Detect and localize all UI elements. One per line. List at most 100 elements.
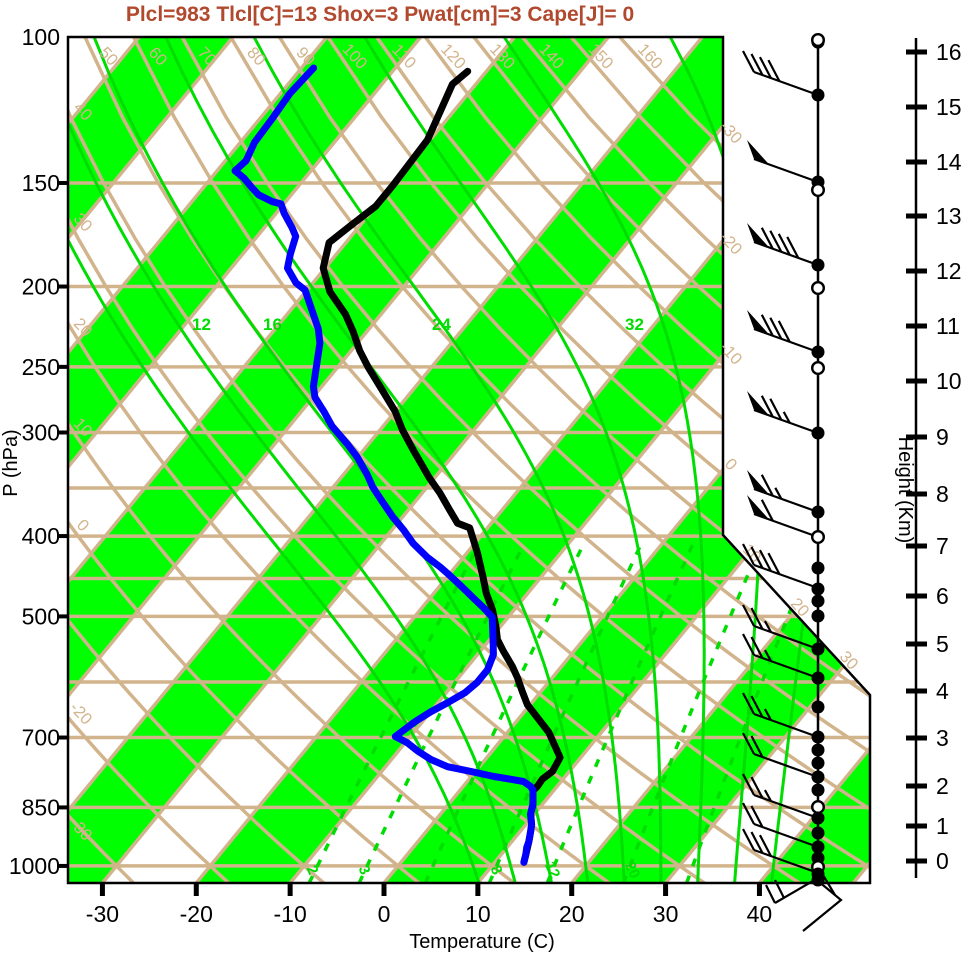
wind-station-dot xyxy=(811,743,825,757)
wind-station-dot xyxy=(811,594,825,608)
wind-barb-feather xyxy=(758,56,772,79)
green-isotherm-band xyxy=(571,37,870,883)
wind-station-dot xyxy=(811,88,825,102)
height-tick-label: 14 xyxy=(936,149,961,175)
pressure-tick-label: 300 xyxy=(22,420,60,446)
pressure-axis-label: P (hPa) xyxy=(0,429,22,496)
wind-barb-feather xyxy=(760,395,774,418)
pressure-tick-label: 400 xyxy=(22,523,60,549)
mixing-ratio-label: 12 xyxy=(541,859,563,881)
plot-frame xyxy=(66,35,872,885)
dry-adiabat-line xyxy=(326,37,870,883)
wind-station-dot xyxy=(811,840,825,854)
height-tick-label: 7 xyxy=(936,533,949,559)
height-tick-label: 12 xyxy=(936,258,961,284)
temperature-tick-label: 40 xyxy=(747,901,773,927)
wind-barb-feather xyxy=(742,50,755,73)
temperature-tick-label: 20 xyxy=(559,901,585,927)
wind-station-dot-open xyxy=(811,182,826,197)
temperature-axis-label: Temperature (C) xyxy=(409,931,555,953)
wind-barb-feather xyxy=(767,552,781,575)
dry-adiabat-line xyxy=(68,37,421,883)
wind-station-dot xyxy=(811,582,825,596)
mixing-ratio-line xyxy=(684,543,819,883)
green-isotherm-band xyxy=(68,37,609,883)
isotherm-line xyxy=(68,37,423,883)
dry-adiabat-top-label: 160 xyxy=(634,40,666,72)
pressure-tick-label: 100 xyxy=(22,24,60,50)
wind-station-dot xyxy=(811,826,825,840)
dry-adiabat-line xyxy=(68,37,136,883)
height-tick-label: 3 xyxy=(936,725,949,751)
dry-adiabat-line xyxy=(68,37,326,883)
height-tick-label: 0 xyxy=(936,848,949,874)
wind-barb-feather xyxy=(760,227,774,250)
wind-barb-feather xyxy=(769,398,783,421)
wind-station-dot xyxy=(811,811,825,825)
dry-adiabat-line xyxy=(68,37,802,883)
dry-adiabat-line xyxy=(68,37,231,883)
moist-adiabat-line xyxy=(363,37,663,883)
height-tick-label: 6 xyxy=(936,583,949,609)
mixing-ratio-line xyxy=(307,543,481,883)
height-tick-label: 8 xyxy=(936,481,949,507)
wind-barb-feather xyxy=(742,604,755,627)
mixing-ratio-line xyxy=(545,543,695,883)
mixing-ratio-line xyxy=(423,543,586,883)
wind-station-dot xyxy=(811,505,825,519)
wind-barb-flag xyxy=(747,495,769,520)
wind-barb-feather xyxy=(750,735,764,758)
temperature-tick-label: 0 xyxy=(378,901,391,927)
wind-barb-feather xyxy=(742,773,755,796)
temperature-tick-label: -10 xyxy=(274,901,307,927)
height-tick-label: 13 xyxy=(936,203,961,229)
wind-barb-feather xyxy=(758,549,772,572)
wind-barb-feather xyxy=(786,236,800,259)
wind-barb-column xyxy=(742,33,843,932)
surface-barb-feather xyxy=(774,879,785,899)
temperature-tick-label: 10 xyxy=(465,901,491,927)
wind-barb-feather xyxy=(750,53,764,76)
wind-station-dot xyxy=(811,730,825,744)
wind-barb-half-feather xyxy=(782,411,791,424)
dry-adiabat-line xyxy=(83,37,870,883)
wind-barb-feather xyxy=(750,546,764,569)
height-tick-label: 9 xyxy=(936,424,949,450)
pressure-tick-label: 200 xyxy=(22,274,60,300)
moist-adiabat-line xyxy=(68,37,481,883)
wind-station-dot-open xyxy=(811,281,826,296)
dry-adiabat-line xyxy=(180,37,870,883)
wind-barb-shaft xyxy=(753,624,819,651)
surface-barb-feather xyxy=(765,884,776,904)
chart-title: Plcl=983 Tlcl[C]=13 Shox=3 Pwat[cm]=3 Ca… xyxy=(126,3,634,26)
wind-station-dot xyxy=(811,756,825,770)
pressure-tick-label: 150 xyxy=(22,170,60,196)
height-tick-label: 16 xyxy=(936,39,961,65)
height-tick-label: 2 xyxy=(936,773,949,799)
wind-barb-half-feather xyxy=(774,487,783,500)
wind-barb-flag xyxy=(747,470,769,495)
wind-barb-feather xyxy=(742,732,755,755)
wind-station-dot-open xyxy=(811,530,826,545)
wind-barb-shaft xyxy=(753,70,819,97)
dry-adiabat-line xyxy=(229,37,870,883)
surface-barb-shaft xyxy=(774,877,819,904)
wind-barb-feather xyxy=(777,320,791,343)
moist-adiabat-line xyxy=(68,37,517,883)
pressure-tick-label: 250 xyxy=(22,354,60,380)
dry-adiabat-line xyxy=(277,37,870,883)
wind-barb-feather xyxy=(750,805,764,828)
wind-barb-half-feather xyxy=(763,708,772,721)
pressure-tick-label: 500 xyxy=(22,603,60,629)
wind-barb-half-feather xyxy=(763,620,772,633)
wind-barb-feather xyxy=(767,59,781,82)
wind-barb-flag xyxy=(747,310,769,335)
temperature-tick-label: -20 xyxy=(180,901,213,927)
mixing-ratio-line xyxy=(621,543,763,883)
temperature-profile-curve xyxy=(319,67,564,866)
surface-barb-feather xyxy=(822,874,836,896)
wind-barb-feather xyxy=(760,499,774,522)
moist-adiabat-label: 16 xyxy=(263,315,282,334)
